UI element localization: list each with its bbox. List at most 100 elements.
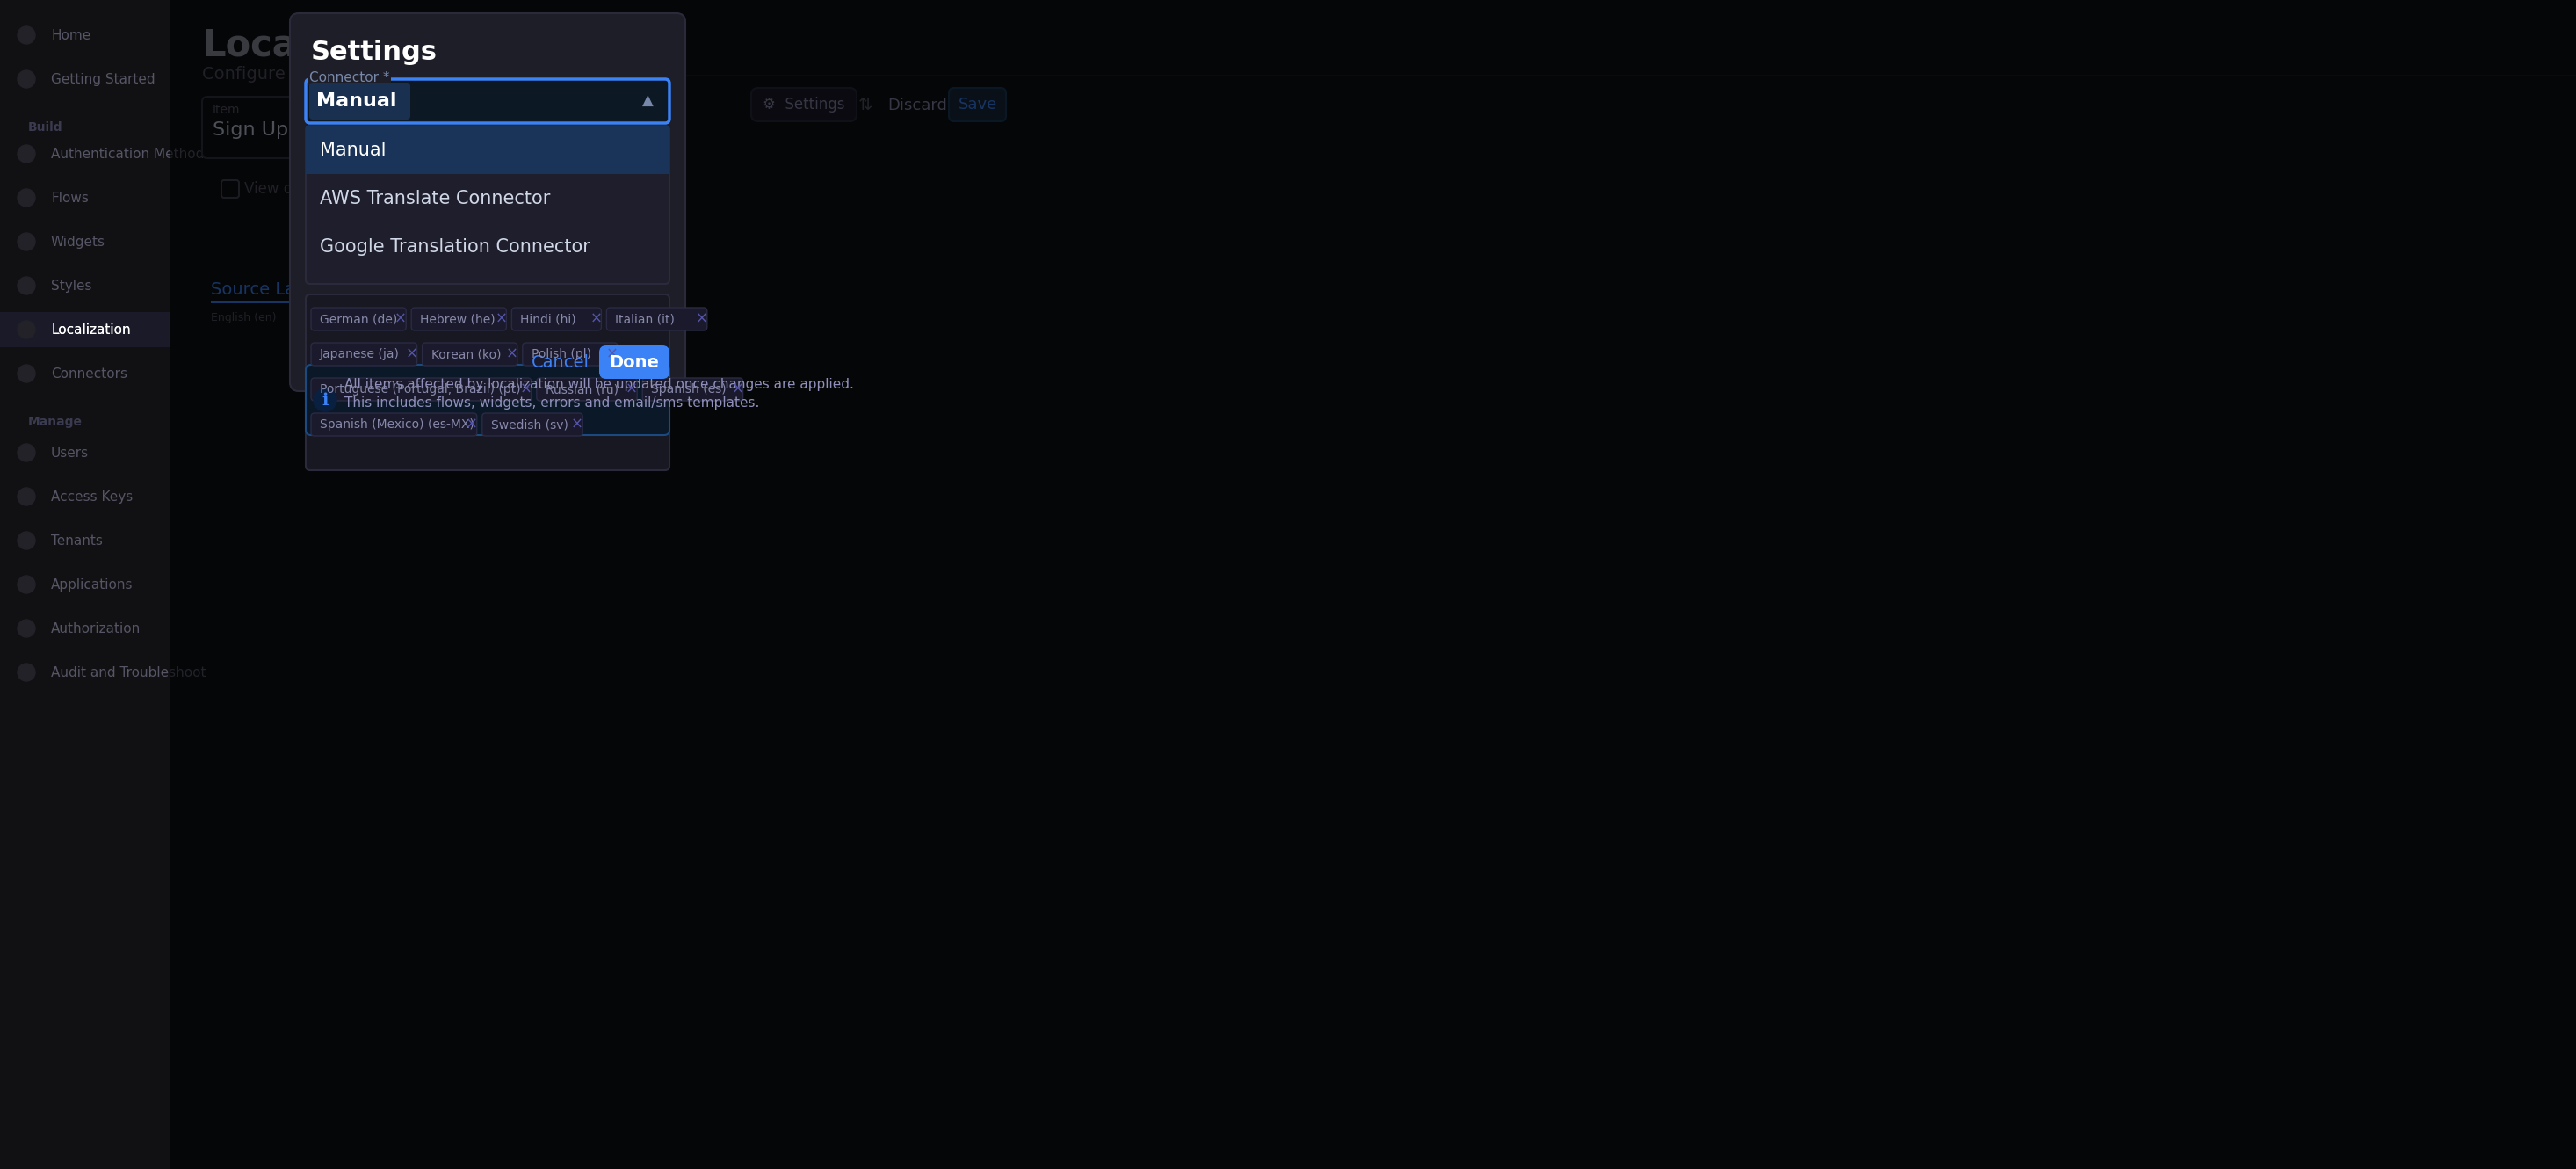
FancyBboxPatch shape xyxy=(422,343,518,366)
Text: Cancel: Cancel xyxy=(531,354,590,371)
Text: Settings: Settings xyxy=(312,40,438,65)
FancyBboxPatch shape xyxy=(307,79,670,123)
Text: Done: Done xyxy=(611,354,659,371)
Bar xyxy=(0,0,170,1169)
Text: Users: Users xyxy=(52,447,88,459)
FancyBboxPatch shape xyxy=(201,97,500,158)
Text: ×: × xyxy=(572,416,582,433)
Circle shape xyxy=(18,575,36,594)
FancyBboxPatch shape xyxy=(307,365,670,435)
Text: ℹ: ℹ xyxy=(322,392,327,408)
Text: Authentication Methods: Authentication Methods xyxy=(52,147,211,160)
Circle shape xyxy=(18,487,36,505)
Text: ×: × xyxy=(520,381,533,397)
Bar xyxy=(211,300,325,303)
Text: ⇅: ⇅ xyxy=(858,96,873,113)
Text: Styles: Styles xyxy=(52,279,93,292)
Text: Manual: Manual xyxy=(317,92,397,110)
FancyBboxPatch shape xyxy=(307,126,670,284)
Text: German (de): German (de) xyxy=(319,313,397,325)
Text: Sign Up: Sign Up xyxy=(214,122,289,139)
Bar xyxy=(307,126,670,174)
Text: This includes flows, widgets, errors and email/sms templates.: This includes flows, widgets, errors and… xyxy=(345,396,760,409)
Circle shape xyxy=(18,365,36,382)
Text: Access Keys: Access Keys xyxy=(52,490,134,503)
Text: Portuguese (Portugal, Brazil) (pt): Portuguese (Portugal, Brazil) (pt) xyxy=(319,383,520,395)
Text: ×: × xyxy=(590,311,603,327)
Text: Tenants: Tenants xyxy=(52,534,103,547)
Text: ⚙  Settings: ⚙ Settings xyxy=(762,97,845,112)
Text: Getting Started: Getting Started xyxy=(52,72,155,85)
Text: Localization: Localization xyxy=(201,27,448,63)
Text: Widgets: Widgets xyxy=(52,235,106,248)
Circle shape xyxy=(18,532,36,549)
FancyBboxPatch shape xyxy=(309,83,410,119)
Text: Item: Item xyxy=(214,104,240,116)
Circle shape xyxy=(18,70,36,88)
Text: Spanish (Mexico) (es-MX): Spanish (Mexico) (es-MX) xyxy=(319,419,474,430)
FancyBboxPatch shape xyxy=(523,343,618,366)
Text: ×: × xyxy=(605,346,618,362)
Circle shape xyxy=(18,444,36,462)
Text: ×: × xyxy=(495,311,507,327)
Text: Applications: Applications xyxy=(52,577,134,592)
Circle shape xyxy=(314,388,337,411)
Text: Korean (ko): Korean (ko) xyxy=(430,348,500,360)
Text: ×: × xyxy=(505,346,518,362)
Text: ×: × xyxy=(466,416,477,433)
Text: ▼: ▼ xyxy=(652,312,659,324)
Circle shape xyxy=(18,145,36,162)
FancyBboxPatch shape xyxy=(291,13,685,392)
Text: Hebrew (he): Hebrew (he) xyxy=(420,313,495,325)
FancyBboxPatch shape xyxy=(412,307,507,331)
Text: Russian (ru): Russian (ru) xyxy=(546,383,618,395)
Circle shape xyxy=(18,320,36,338)
Text: ×: × xyxy=(696,311,708,327)
Text: Google Translation Connector: Google Translation Connector xyxy=(319,237,590,255)
Text: Manage: Manage xyxy=(28,416,82,428)
Text: Hindi (hi): Hindi (hi) xyxy=(520,313,577,325)
Text: ×: × xyxy=(394,311,407,327)
FancyBboxPatch shape xyxy=(605,307,706,331)
FancyBboxPatch shape xyxy=(312,378,531,401)
Circle shape xyxy=(18,27,36,44)
Text: Localization: Localization xyxy=(52,323,131,337)
Text: ×: × xyxy=(732,381,744,397)
FancyBboxPatch shape xyxy=(600,345,670,379)
Text: ×: × xyxy=(626,381,639,397)
Circle shape xyxy=(18,620,36,637)
FancyBboxPatch shape xyxy=(752,88,858,122)
Text: Polish (pl): Polish (pl) xyxy=(531,348,590,360)
Circle shape xyxy=(18,277,36,295)
Bar xyxy=(580,75,2576,1169)
Text: View overrides: View overrides xyxy=(245,181,353,196)
Text: Connector *: Connector * xyxy=(309,71,389,84)
FancyBboxPatch shape xyxy=(536,378,636,401)
Text: Home: Home xyxy=(52,28,90,42)
Text: Manual: Manual xyxy=(319,141,386,159)
Text: ×: × xyxy=(404,346,417,362)
Text: Spanish (es): Spanish (es) xyxy=(652,383,726,395)
FancyBboxPatch shape xyxy=(222,180,240,198)
Circle shape xyxy=(18,664,36,682)
Text: All items affected by localization will be updated once changes are applied.: All items affected by localization will … xyxy=(345,378,853,392)
Text: Configure the language...: Configure the language... xyxy=(201,65,420,83)
Text: Discard: Discard xyxy=(886,97,948,113)
FancyBboxPatch shape xyxy=(641,378,742,401)
Bar xyxy=(0,312,170,347)
Text: ▲: ▲ xyxy=(641,94,654,109)
FancyBboxPatch shape xyxy=(312,343,417,366)
Bar xyxy=(580,75,2576,76)
FancyBboxPatch shape xyxy=(312,413,477,436)
Text: Audit and Troubleshoot: Audit and Troubleshoot xyxy=(52,666,206,679)
Text: Localization: Localization xyxy=(52,323,131,337)
Text: AWS Translate Connector: AWS Translate Connector xyxy=(319,189,551,207)
Text: Connectors: Connectors xyxy=(52,367,126,380)
Text: Italian (it): Italian (it) xyxy=(616,313,675,325)
Text: English (en): English (en) xyxy=(211,312,276,324)
Text: Japanese (ja): Japanese (ja) xyxy=(319,348,399,360)
Text: Build: Build xyxy=(28,122,62,133)
FancyBboxPatch shape xyxy=(307,295,670,470)
Text: Swedish (sv): Swedish (sv) xyxy=(492,419,569,430)
Text: Authorization: Authorization xyxy=(52,622,142,635)
